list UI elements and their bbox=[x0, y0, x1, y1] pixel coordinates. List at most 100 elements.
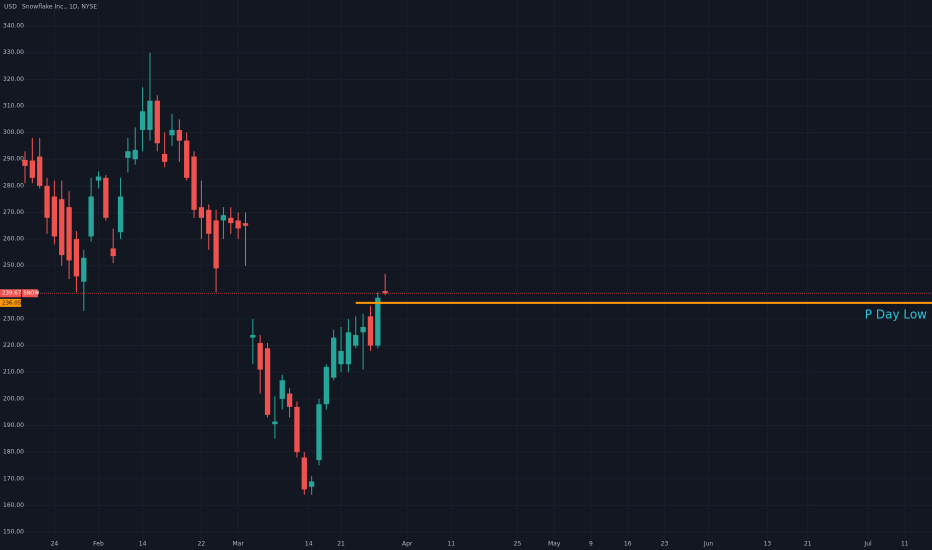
candle-body bbox=[272, 421, 278, 425]
candle-body bbox=[191, 156, 197, 210]
x-tick-label: 24 bbox=[51, 541, 59, 548]
y-tick-label: 190.00 bbox=[3, 422, 24, 429]
candle-body bbox=[250, 334, 256, 338]
x-tick-label: May bbox=[548, 541, 561, 548]
candle-body bbox=[117, 196, 124, 233]
symbol-label: SNOW bbox=[24, 291, 40, 297]
candle-body bbox=[88, 196, 94, 237]
candle-body bbox=[81, 257, 87, 282]
x-tick-label: 21 bbox=[804, 541, 812, 548]
y-tick-label: 270.00 bbox=[3, 209, 24, 216]
candle-body bbox=[198, 207, 205, 218]
candle-body bbox=[132, 149, 138, 160]
y-tick-label: 230.00 bbox=[3, 315, 24, 322]
y-tick-label: 180.00 bbox=[3, 449, 24, 456]
candle-body bbox=[176, 129, 182, 141]
level-text: P Day Low bbox=[865, 307, 927, 321]
candle-body bbox=[353, 334, 359, 346]
candle-body bbox=[103, 177, 109, 218]
candle-body bbox=[147, 100, 153, 130]
candle-body bbox=[375, 297, 381, 346]
y-tick-label: 300.00 bbox=[3, 129, 24, 136]
overlay: 150.00 160.00 170.00 180.00 190.00 200.00 210.… bbox=[0, 23, 932, 548]
x-tick-label: Mar bbox=[232, 541, 244, 548]
last-price-label: 239.67 bbox=[2, 291, 22, 297]
candle-body bbox=[125, 151, 131, 158]
last-price-tag bbox=[0, 289, 21, 298]
y-tick-label: 210.00 bbox=[3, 369, 24, 376]
candle-body bbox=[206, 209, 212, 234]
level-tag bbox=[0, 298, 21, 307]
y-tick-label: 290.00 bbox=[3, 156, 24, 163]
candle-body bbox=[367, 316, 374, 346]
y-tick-label: 170.00 bbox=[3, 475, 24, 482]
candle-body bbox=[110, 248, 116, 257]
x-tick-label: Jul bbox=[863, 541, 872, 548]
candle-body bbox=[29, 160, 35, 178]
candle-body bbox=[360, 326, 366, 333]
y-tick-label: 280.00 bbox=[3, 182, 24, 189]
y-tick-label: 260.00 bbox=[3, 236, 24, 243]
y-tick-label: 330.00 bbox=[3, 49, 24, 56]
candle-body bbox=[242, 223, 249, 226]
candle-body bbox=[257, 342, 263, 370]
x-tick-label: 11 bbox=[901, 541, 909, 548]
candle-body bbox=[220, 215, 227, 221]
candle-body bbox=[382, 291, 388, 294]
x-tick-label: Feb bbox=[93, 541, 104, 548]
candle-body bbox=[139, 111, 146, 130]
candle-body bbox=[169, 129, 175, 136]
candle-body bbox=[228, 217, 234, 224]
level-label: 236.05 bbox=[2, 300, 22, 306]
x-tick-label: 16 bbox=[624, 541, 632, 548]
x-tick-label: 9 bbox=[589, 541, 593, 548]
y-tick-label: 150.00 bbox=[3, 529, 24, 536]
currency: USD bbox=[4, 4, 17, 11]
candles bbox=[22, 52, 388, 495]
candle-body bbox=[66, 207, 72, 261]
y-tick-label: 160.00 bbox=[3, 502, 24, 509]
chart-title: Snowflake Inc., 1D, NYSE bbox=[22, 4, 97, 11]
candle-body bbox=[184, 140, 190, 178]
x-tick-label: 22 bbox=[198, 541, 206, 548]
y-tick-label: 220.00 bbox=[3, 342, 24, 349]
x-tick-label: 25 bbox=[514, 541, 522, 548]
y-tick-label: 200.00 bbox=[3, 395, 24, 402]
candle-body bbox=[331, 337, 337, 378]
candle-body bbox=[294, 406, 300, 453]
x-tick-label: 14 bbox=[139, 541, 147, 548]
x-tick-label: 14 bbox=[305, 541, 313, 548]
candle-body bbox=[95, 176, 102, 181]
x-tick-label: 13 bbox=[764, 541, 772, 548]
candle-body bbox=[37, 156, 43, 186]
candle-body bbox=[59, 199, 65, 256]
candle-body bbox=[279, 380, 285, 399]
candle-body bbox=[22, 160, 28, 166]
x-tick-label: Apr bbox=[402, 541, 413, 548]
x-tick-label: 11 bbox=[447, 541, 455, 548]
y-tick-label: 250.00 bbox=[3, 262, 24, 269]
y-tick-label: 320.00 bbox=[3, 76, 24, 83]
candle-body bbox=[286, 393, 293, 407]
y-tick-label: 340.00 bbox=[3, 23, 24, 30]
candle-body bbox=[73, 239, 80, 277]
x-tick-label: 21 bbox=[337, 541, 345, 548]
x-tick-label: 23 bbox=[661, 541, 669, 548]
candle-body bbox=[235, 220, 241, 229]
symbol-tag bbox=[22, 289, 38, 298]
candle-body bbox=[301, 457, 307, 490]
candle-body bbox=[264, 348, 271, 415]
candle-body bbox=[316, 404, 322, 461]
candle-body bbox=[338, 350, 344, 365]
candle-body bbox=[44, 185, 50, 218]
candle-body bbox=[51, 196, 58, 237]
candle-body bbox=[309, 481, 315, 487]
candle-body bbox=[323, 366, 329, 405]
candle-body bbox=[213, 220, 219, 269]
candle-body bbox=[154, 100, 160, 144]
candle-body bbox=[345, 332, 352, 365]
